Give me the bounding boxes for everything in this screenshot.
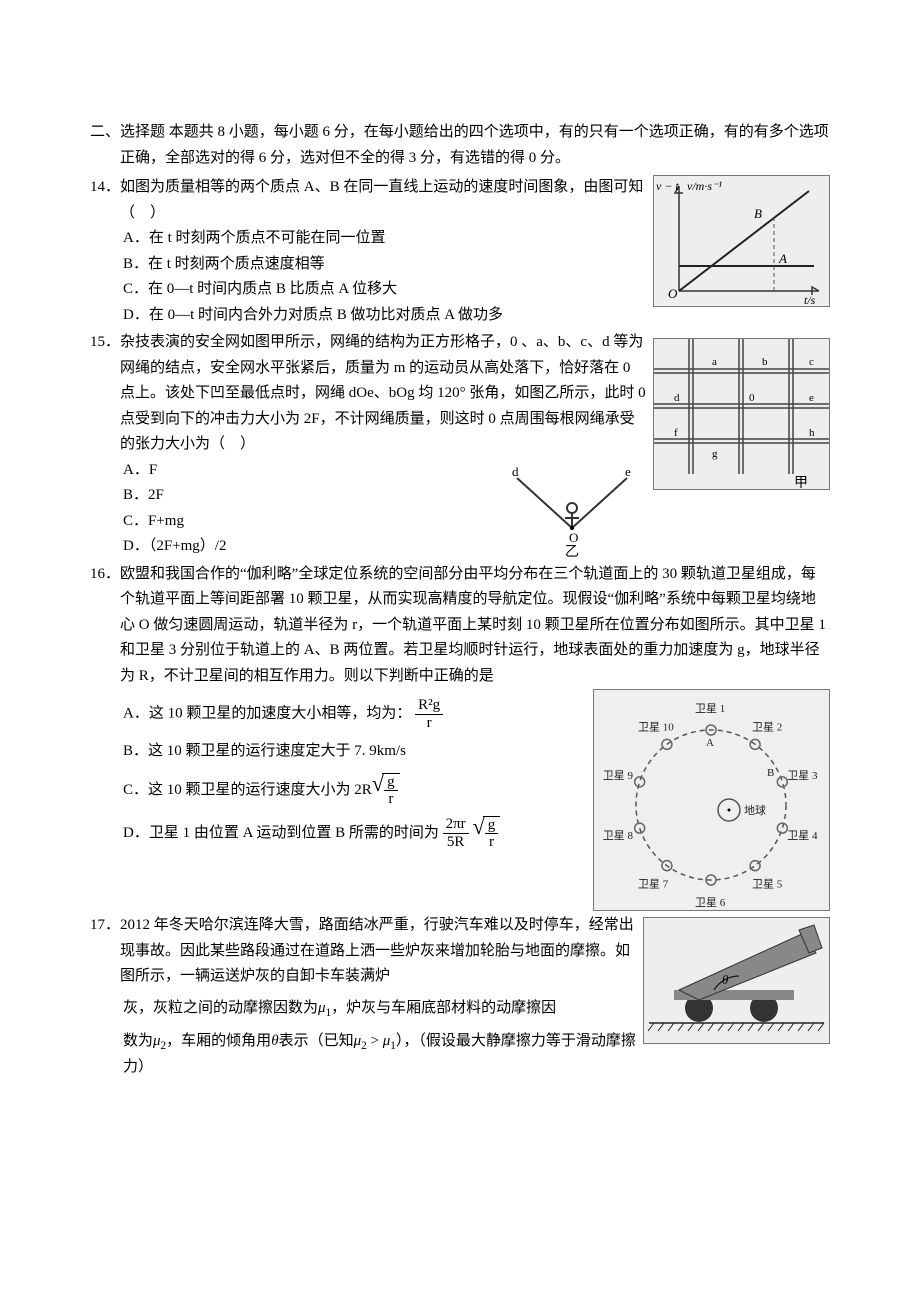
q15-option-b: B．2F (90, 483, 491, 509)
q14-option-c: C．在 0—t 时间内质点 B 比质点 A 位移大 (90, 277, 647, 303)
q17-number: 17． (90, 913, 120, 939)
q14-stem: 如图为质量相等的两个质点 A、B 在同一直线上运动的速度时间图象，由图可知（ ） (120, 175, 647, 226)
q17-p3-a: 数为 (123, 1033, 153, 1049)
q15-figure-jia: a b c d e f g h 0 甲 (653, 338, 830, 490)
q15-jia-b: b (762, 356, 768, 368)
q14-option-b: B．在 t 时刻两个质点速度相等 (90, 252, 647, 278)
q14-graph-xlabel: t/s (804, 293, 816, 306)
q15-figure-yi: d e O 乙 (497, 458, 647, 558)
q16-d-sqrt-den: r (485, 834, 499, 851)
q17-fig-theta: θ (722, 972, 729, 987)
q15-jia-center: 0 (749, 392, 755, 404)
q15-jia-c: c (809, 356, 814, 368)
q15-stem: 杂技表演的安全网如图甲所示，网绳的结构为正方形格子，0 、a、b、c、d 等为网… (120, 330, 647, 458)
q15-option-a: A．F (90, 458, 491, 484)
q16-d-fraction: 2πr 5R (443, 816, 469, 850)
q17-p3: 数为μ2，车厢的倾角用θ表示（已知μ2 > μ1），（假设最大静摩擦力等于滑动摩… (90, 1029, 637, 1080)
q17-mu1: μ (318, 1000, 326, 1016)
section-header: 二、 选择题 本题共 8 小题，每小题 6 分，在每小题给出的四个选项中，有的只… (90, 120, 830, 171)
q15-jia-g: g (712, 448, 718, 460)
q16-c-sqrt: √gr (372, 773, 400, 808)
q15-jia-caption: 甲 (794, 476, 808, 489)
q15-jia-f: f (674, 427, 678, 439)
q14-graph-label-b: B (754, 206, 762, 221)
q16-a-fraction: R²g r (415, 697, 443, 731)
q15-yi-caption: 乙 (565, 544, 579, 558)
q16-stem: 欧盟和我国合作的“伽利略”全球定位系统的空间部分由平均分布在三个轨道面上的 30… (120, 562, 830, 690)
q16-option-d: D．卫星 1 由位置 A 运动到位置 B 所需的时间为 2πr 5R √gr (90, 816, 587, 851)
q16-a-frac-num: R²g (415, 697, 443, 715)
q15-jia-e: e (809, 392, 814, 404)
q17-p2-b: ，炉灰与车厢底部材料的动摩擦因 (331, 1000, 556, 1016)
q16-d-frac-den: 5R (443, 834, 469, 851)
q16-sat-label-8: 卫星 8 (603, 829, 634, 842)
q17-figure: θ (643, 917, 830, 1044)
q15-jia-d: d (674, 392, 680, 404)
q16-fig-earth: 地球 (744, 803, 766, 817)
q14-graph-label-a: A (778, 251, 787, 266)
q17-p1: 2012 年冬天哈尔滨连降大雪，路面结冰严重，行驶汽车难以及时停车，经常出现事故… (120, 913, 637, 990)
q15-jia-a: a (712, 356, 717, 368)
q15-jia-h: h (809, 427, 815, 439)
section-label-prefix: 二、 (90, 120, 120, 146)
section-title: 选择题 本题共 8 小题，每小题 6 分，在每小题给出的四个选项中，有的只有一个… (120, 120, 830, 171)
q16-sat-label-3: 卫星 3 (787, 769, 818, 782)
q16-c-text: C．这 10 颗卫星的运行速度大小为 2R (123, 781, 372, 797)
q15-yi-d: d (512, 464, 519, 479)
q15-yi-e: e (625, 464, 631, 479)
q15-option-c: C．F+mg (90, 509, 491, 535)
q16-d-sqrt: √gr (472, 816, 500, 851)
q16-c-sqrt-den: r (384, 791, 398, 808)
q14-option-a: A．在 t 时刻两个质点不可能在同一位置 (90, 226, 647, 252)
q17: 17． 2012 年冬天哈尔滨连降大雪，路面结冰严重，行驶汽车难以及时停车，经常… (90, 913, 830, 1080)
q14-graph-origin: O (668, 286, 678, 301)
q15: 15． 杂技表演的安全网如图甲所示，网绳的结构为正方形格子，0 、a、b、c、d… (90, 330, 830, 560)
q16-number: 16． (90, 562, 120, 588)
q14-graph-ylabel: v/m·s⁻¹ (687, 179, 722, 193)
q16-d-frac-num: 2πr (443, 816, 469, 834)
q16-d-text: D．卫星 1 由位置 A 运动到位置 B 所需的时间为 (123, 824, 439, 840)
q16: 16． 欧盟和我国合作的“伽利略”全球定位系统的空间部分由平均分布在三个轨道面上… (90, 562, 830, 912)
q16-sat-label-2: 卫星 2 (752, 721, 782, 734)
q16-fig-b: B (767, 767, 774, 779)
q15-number: 15． (90, 330, 120, 356)
q16-option-a: A．这 10 颗卫星的加速度大小相等，均为： R²g r (90, 697, 587, 731)
q16-sat-label-6: 卫星 6 (695, 896, 726, 909)
q16-sat-label-1: 卫星 1 (695, 702, 725, 715)
q14: 14． 如图为质量相等的两个质点 A、B 在同一直线上运动的速度时间图象，由图可… (90, 175, 830, 328)
q17-p2: 灰，灰粒之间的动摩擦因数为μ1，炉灰与车厢底部材料的动摩擦因 (90, 996, 637, 1022)
q17-mu2: μ (153, 1033, 161, 1049)
q16-sat-label-10: 卫星 10 (638, 721, 674, 734)
q16-d-sqrt-num: g (485, 817, 499, 835)
q14-number: 14． (90, 175, 120, 201)
q16-sat-label-5: 卫星 5 (752, 877, 783, 890)
q15-option-d: D．（2F+mg）/2 (90, 534, 491, 560)
q17-p3-b: ，车厢的倾角用 (166, 1033, 271, 1049)
q16-fig-a: A (706, 737, 714, 749)
q16-figure: 卫星 1 卫星 2 卫星 3 卫星 4 卫星 5 卫星 6 卫星 7 卫星 8 卫星 9 卫星 1… (593, 689, 830, 911)
q14-figure: v − t v/m·s⁻¹ t/s O A B (653, 175, 830, 307)
q14-graph-title: v − t (656, 179, 679, 193)
q16-sat-label-4: 卫星 4 (787, 829, 818, 842)
q15-yi-o: O (569, 530, 578, 545)
q14-option-d: D．在 0—t 时间内合外力对质点 B 做功比对质点 A 做功多 (90, 303, 647, 329)
q16-a-frac-den: r (415, 715, 443, 732)
q17-p3-d: > (367, 1033, 383, 1049)
q16-option-b: B．这 10 颗卫星的运行速度定大于 7. 9km/s (90, 739, 587, 765)
q16-a-text: A．这 10 颗卫星的加速度大小相等，均为： (123, 705, 411, 721)
q17-p2-a: 灰，灰粒之间的动摩擦因数为 (123, 1000, 318, 1016)
q17-theta: θ (271, 1033, 278, 1049)
q16-c-sqrt-num: g (384, 774, 398, 792)
q16-sat-label-9: 卫星 9 (603, 769, 634, 782)
q17-p3-c: 表示（已知 (279, 1033, 354, 1049)
q16-option-c: C．这 10 颗卫星的运行速度大小为 2R√gr (90, 773, 587, 808)
q16-sat-label-7: 卫星 7 (638, 877, 669, 890)
q17-mu2b: μ (354, 1033, 362, 1049)
